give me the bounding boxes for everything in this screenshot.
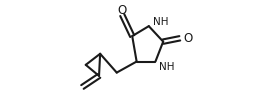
Text: O: O [118, 4, 127, 17]
Text: NH: NH [159, 62, 175, 72]
Text: NH: NH [153, 17, 168, 27]
Text: O: O [183, 32, 192, 45]
